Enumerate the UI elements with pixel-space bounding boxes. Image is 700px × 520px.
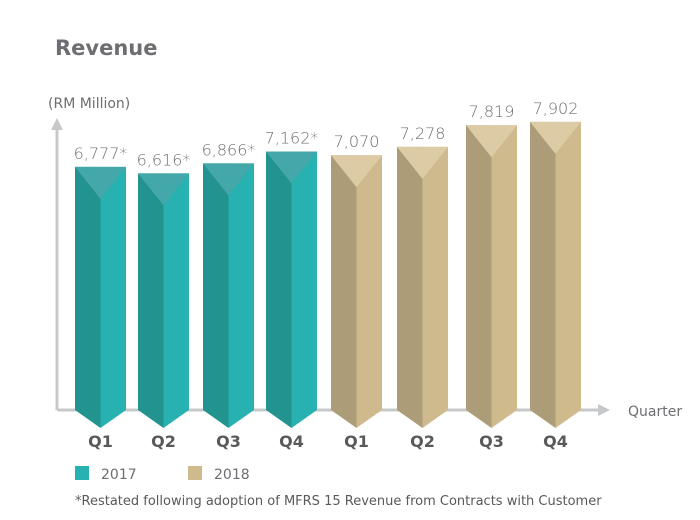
category-label: Q4	[279, 432, 304, 451]
bar-left-face	[75, 166, 101, 429]
bar-right-face	[291, 151, 317, 428]
bar-right-face	[163, 173, 189, 428]
bar-left-face	[331, 155, 357, 428]
bar-right-face	[491, 125, 517, 429]
data-label: 6,777*	[74, 144, 128, 163]
category-label: Q2	[151, 432, 176, 451]
y-axis-label: (RM Million)	[48, 96, 130, 112]
bar-left-face	[266, 151, 292, 428]
bar-right-face	[228, 163, 254, 429]
bar-top-cap	[331, 155, 382, 188]
legend-label: 2017	[101, 467, 137, 483]
bar-top-cap	[466, 125, 517, 158]
bar-left-face	[203, 163, 229, 429]
category-label: Q3	[216, 432, 241, 451]
bar-left-face	[530, 121, 556, 429]
bar-right-face	[100, 166, 126, 429]
category-label: Q1	[88, 432, 113, 451]
bar-right-face	[356, 155, 382, 428]
category-label: Q3	[479, 432, 504, 451]
legend-swatch	[75, 466, 89, 480]
data-label: 7,278	[400, 124, 446, 143]
category-label: Q4	[543, 432, 568, 451]
bar-left-face	[466, 125, 492, 429]
data-label: 7,819	[469, 102, 515, 121]
chart-title: Revenue	[55, 36, 158, 60]
bar-left-face	[138, 173, 164, 428]
bar-right-face	[555, 121, 581, 429]
category-label: Q1	[344, 432, 369, 451]
bar-top-cap	[530, 121, 581, 154]
bar-top-cap	[266, 151, 317, 184]
bar-left-face	[397, 146, 423, 428]
y-axis-arrow	[51, 118, 63, 130]
legend-swatch	[188, 466, 202, 480]
bar-top-cap	[397, 146, 448, 179]
legend-label: 2018	[214, 467, 250, 483]
data-label: 6,616*	[137, 150, 191, 169]
x-axis-arrow	[598, 404, 610, 416]
bar-top-cap	[138, 173, 189, 206]
bar-right-face	[422, 146, 448, 428]
category-label: Q2	[410, 432, 435, 451]
data-label: 7,902	[533, 99, 579, 118]
bar-top-cap	[203, 163, 254, 196]
x-axis-label: Quarter	[628, 404, 682, 420]
data-label: 7,070	[334, 132, 380, 151]
footnote: *Restated following adoption of MFRS 15 …	[75, 494, 602, 509]
bar-top-cap	[75, 166, 126, 199]
data-label: 6,866*	[202, 140, 256, 159]
data-label: 7,162*	[265, 129, 319, 148]
